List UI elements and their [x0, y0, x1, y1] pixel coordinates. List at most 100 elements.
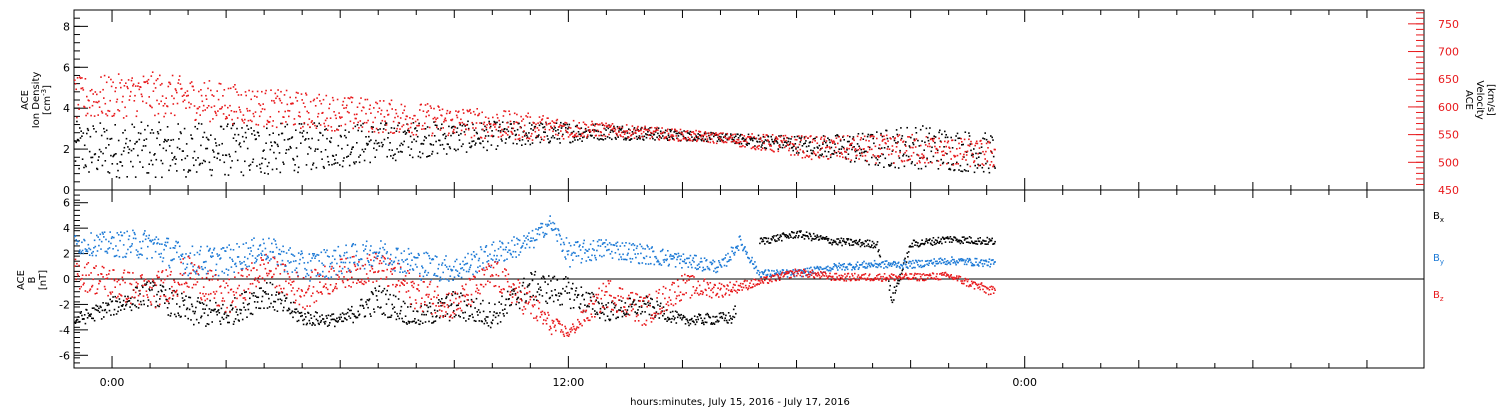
- velocity-point: [937, 160, 940, 162]
- velocity-point: [696, 139, 699, 141]
- velocity-point: [564, 121, 566, 124]
- bx-point: [364, 315, 367, 317]
- bx-point: [181, 292, 183, 295]
- density-point: [915, 132, 918, 134]
- density-point: [149, 132, 152, 134]
- density-point: [794, 143, 797, 145]
- by-point: [80, 251, 82, 253]
- bx-point: [873, 245, 876, 248]
- bx-point: [684, 316, 686, 318]
- bx-point: [502, 313, 505, 315]
- velocity-point: [246, 110, 249, 112]
- velocity-point: [899, 151, 901, 154]
- density-point: [198, 122, 200, 125]
- velocity-point: [815, 136, 818, 138]
- velocity-point: [165, 97, 167, 99]
- density-point: [837, 134, 839, 137]
- velocity-point: [411, 131, 413, 134]
- density-point: [853, 146, 855, 148]
- density-point: [550, 136, 553, 139]
- by-point: [617, 248, 619, 251]
- density-point: [396, 148, 398, 150]
- velocity-point: [814, 140, 816, 142]
- bx-point: [405, 322, 408, 324]
- density-point: [686, 132, 689, 134]
- by-point: [385, 263, 387, 265]
- bx-point: [427, 306, 430, 309]
- bx-point: [806, 235, 809, 237]
- bx-point: [466, 304, 469, 307]
- bx-point: [770, 238, 772, 240]
- velocity-point: [421, 124, 424, 127]
- bx-point: [479, 311, 481, 314]
- bx-point: [373, 311, 376, 313]
- by-point: [77, 240, 80, 243]
- velocity-point: [501, 128, 503, 131]
- by-point: [633, 249, 635, 251]
- velocity-point: [90, 114, 92, 117]
- velocity-point: [663, 137, 665, 140]
- velocity-point: [487, 131, 489, 133]
- bx-point: [166, 307, 169, 309]
- density-point: [390, 155, 392, 157]
- bx-point: [123, 308, 126, 310]
- bx-point: [810, 235, 812, 238]
- bx-point: [763, 237, 765, 239]
- velocity-point: [612, 127, 614, 130]
- density-point: [382, 144, 384, 146]
- bx-point: [552, 276, 554, 279]
- density-point: [900, 127, 902, 129]
- density-point: [925, 127, 928, 130]
- bx-point: [877, 250, 879, 253]
- density-point: [416, 130, 418, 132]
- by-point: [527, 238, 529, 241]
- velocity-point: [755, 137, 758, 140]
- by-point: [229, 256, 231, 259]
- velocity-point: [420, 103, 422, 106]
- bx-point: [797, 236, 799, 239]
- bx-point: [630, 305, 633, 308]
- by-point: [423, 252, 425, 255]
- bx-point: [963, 236, 965, 238]
- density-point: [671, 136, 673, 138]
- density-point: [598, 138, 600, 141]
- by-point: [370, 264, 373, 267]
- by-point: [168, 264, 170, 267]
- bx-point: [681, 317, 684, 319]
- bx-point: [375, 289, 377, 292]
- velocity-point: [626, 130, 629, 132]
- velocity-point: [858, 158, 860, 160]
- bx-point: [426, 304, 428, 307]
- bx-point: [548, 297, 551, 300]
- velocity-point: [661, 127, 663, 129]
- velocity-point: [931, 161, 933, 164]
- by-point: [262, 238, 264, 241]
- density-point: [397, 124, 399, 127]
- bx-point: [326, 325, 329, 327]
- density-point: [655, 128, 658, 130]
- by-point: [667, 265, 670, 267]
- bx-point: [79, 312, 82, 314]
- velocity-point: [220, 107, 223, 110]
- velocity-point: [444, 117, 447, 120]
- density-point: [764, 139, 767, 141]
- velocity-point: [332, 99, 335, 102]
- by-point: [493, 254, 495, 257]
- by-point: [466, 262, 469, 265]
- by-point: [563, 243, 566, 246]
- bx-point: [193, 323, 195, 326]
- velocity-point: [506, 122, 508, 124]
- by-point: [599, 245, 602, 247]
- bx-point: [257, 296, 260, 299]
- density-point: [444, 137, 447, 140]
- bx-point: [920, 242, 923, 245]
- velocity-point: [844, 150, 846, 153]
- velocity-point: [879, 148, 882, 150]
- density-point: [878, 162, 881, 164]
- by-point: [253, 237, 255, 239]
- velocity-point: [625, 130, 627, 132]
- velocity-point: [91, 88, 93, 91]
- density-point: [579, 133, 582, 135]
- bx-point: [769, 242, 772, 244]
- bx-point: [686, 320, 689, 322]
